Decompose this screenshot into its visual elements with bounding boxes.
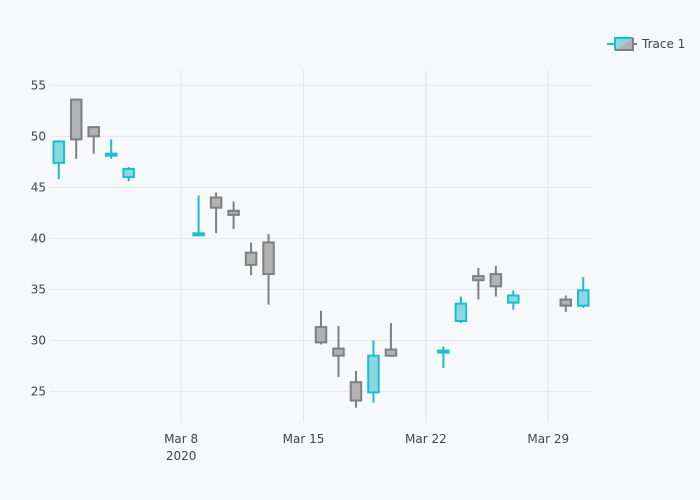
candle-body [244,251,258,266]
candle-increasing[interactable] [454,296,468,324]
candle-decreasing[interactable] [262,234,275,305]
y-tick-label: 45 [31,180,46,194]
candle-decreasing[interactable] [472,267,485,300]
candle-decreasing[interactable] [384,323,398,357]
legend[interactable]: Trace 1 [607,37,685,51]
candle-decreasing[interactable] [332,326,345,378]
candle-body [52,140,65,164]
candle-decreasing[interactable] [314,310,328,345]
y-tick-label: 25 [31,384,46,398]
legend-label: Trace 1 [641,37,685,51]
x-tick-sublabel: 2020 [166,449,197,463]
candles [52,98,590,408]
x-tick-label: Mar 22 [405,432,447,446]
candle-increasing[interactable] [192,195,205,237]
candle-body [367,354,380,394]
candle-increasing[interactable] [104,139,118,159]
candle-body [349,381,363,402]
candle-decreasing[interactable] [244,242,258,276]
candle-body [104,152,118,157]
candle-body [489,273,503,288]
candle-body [262,241,275,276]
legend-candle-icon [607,37,637,51]
candle-body [454,302,468,322]
candle-increasing[interactable] [507,290,520,310]
candle-decreasing[interactable] [227,201,240,230]
candle-body [559,298,573,307]
candle-body [314,326,328,344]
candle-body [192,232,205,237]
x-tick-label: Mar 8 [164,432,198,446]
x-axis: Mar 8 2020 Mar 15 Mar 22 Mar 29 [164,432,569,463]
x-tick-label: Mar 15 [283,432,325,446]
candle-body [577,289,590,307]
candle-increasing[interactable] [52,140,65,180]
y-tick-label: 55 [31,78,46,92]
candle-body [87,126,100,138]
x-tick-label: Mar 29 [527,432,569,446]
candle-body [384,348,398,357]
y-tick-label: 30 [31,333,46,347]
candle-body [122,167,135,179]
candle-decreasing[interactable] [69,98,83,159]
candle-body [227,209,240,216]
candle-body [69,98,83,141]
candle-increasing[interactable] [577,277,590,308]
candle-decreasing[interactable] [349,370,363,408]
y-tick-label: 40 [31,231,46,245]
candle-body [332,347,345,357]
candle-increasing[interactable] [367,340,380,403]
candle-body [437,349,450,354]
candle-decreasing[interactable] [489,265,503,297]
candle-body [209,196,223,209]
candle-body [507,294,520,304]
candle-increasing[interactable] [437,346,450,368]
candle-decreasing[interactable] [87,126,100,154]
candle-decreasing[interactable] [559,295,573,312]
candle-increasing[interactable] [122,166,135,182]
y-tick-label: 50 [31,129,46,143]
y-tick-label: 35 [31,282,46,296]
y-axis: 25 30 35 40 45 50 55 [31,78,46,398]
grid [50,70,592,422]
candle-body [472,275,485,282]
candle-decreasing[interactable] [209,192,223,234]
